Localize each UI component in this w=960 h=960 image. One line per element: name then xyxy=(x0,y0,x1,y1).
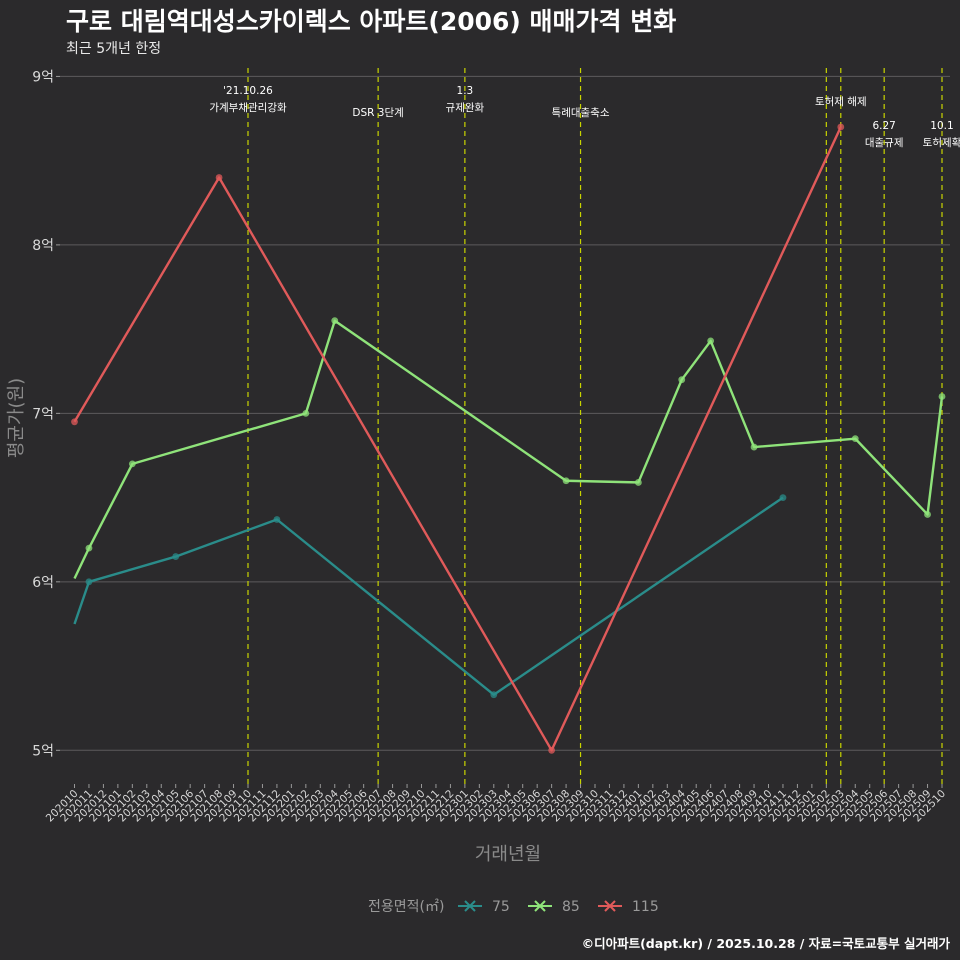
data-point-115 xyxy=(548,746,556,754)
data-point-85 xyxy=(938,393,946,400)
y-tick-label: 6억 xyxy=(32,575,54,591)
data-point-85 xyxy=(634,479,642,486)
legend-label-115: 115 xyxy=(632,899,659,915)
event-label: 1.3 xyxy=(457,85,474,97)
data-point-85 xyxy=(85,544,93,552)
y-tick-label: 8억 xyxy=(32,238,54,254)
chart-subtitle: 최근 5개년 한정 xyxy=(66,41,161,57)
event-label: 토허제 해제 xyxy=(815,95,867,108)
data-point-115 xyxy=(215,174,223,181)
legend: 전용면적(㎡) 75 85 115 xyxy=(368,899,659,915)
y-tick-label: 9억 xyxy=(32,69,54,85)
caption: ©디아파트(dapt.kr) / 2025.10.28 / 자료=국토교통부 실… xyxy=(582,936,951,951)
event-label: 규제완화 xyxy=(446,101,485,114)
series-line-85 xyxy=(73,319,944,579)
event-label: 6.27 xyxy=(872,120,895,132)
data-point-75 xyxy=(85,578,93,586)
event-label: 10.1 xyxy=(930,120,953,132)
data-point-75 xyxy=(490,691,498,699)
legend-label-85: 85 xyxy=(562,899,580,915)
data-point-75 xyxy=(779,494,787,501)
data-point-75 xyxy=(273,516,281,523)
event-label: 가계부채관리강화 xyxy=(209,102,287,114)
event-label: 대출규제 xyxy=(865,137,904,149)
chart-title: 구로 대림역대성스카이렉스 아파트(2006) 매매가격 변화 xyxy=(66,7,676,36)
y-tick-label: 7억 xyxy=(32,406,54,422)
y-axis-title: 평균가(원) xyxy=(6,378,27,458)
legend-key-cross-75 xyxy=(464,900,476,912)
data-point-85 xyxy=(750,443,758,451)
legend-label-75: 75 xyxy=(492,899,510,915)
legend-title: 전용면적(㎡) xyxy=(368,899,444,915)
series-line-75 xyxy=(73,496,784,696)
legend-key-cross-85 xyxy=(534,900,546,912)
data-point-115 xyxy=(71,418,78,426)
data-point-85 xyxy=(331,317,339,325)
data-point-85 xyxy=(678,376,686,384)
event-label: 특례대출축소 xyxy=(552,107,610,119)
y-tick-label: 5억 xyxy=(32,743,54,759)
event-label: 토허제확 xyxy=(923,136,960,149)
plot-area: 5억6억7억8억9억202010202011202012202101202102… xyxy=(32,68,960,824)
event-label: '21.10.26 xyxy=(223,85,273,97)
legend-key-cross-115 xyxy=(604,900,616,912)
data-point-85 xyxy=(562,477,570,485)
data-point-85 xyxy=(302,409,310,417)
event-label: DSR 3단계 xyxy=(352,107,403,119)
data-point-85 xyxy=(851,435,859,443)
data-point-115 xyxy=(837,123,845,131)
data-point-85 xyxy=(707,337,715,345)
series-line-115 xyxy=(73,126,842,752)
x-axis-title: 거래년월 xyxy=(475,844,541,865)
data-point-85 xyxy=(128,460,136,468)
data-point-75 xyxy=(172,553,180,560)
data-point-85 xyxy=(924,511,931,518)
